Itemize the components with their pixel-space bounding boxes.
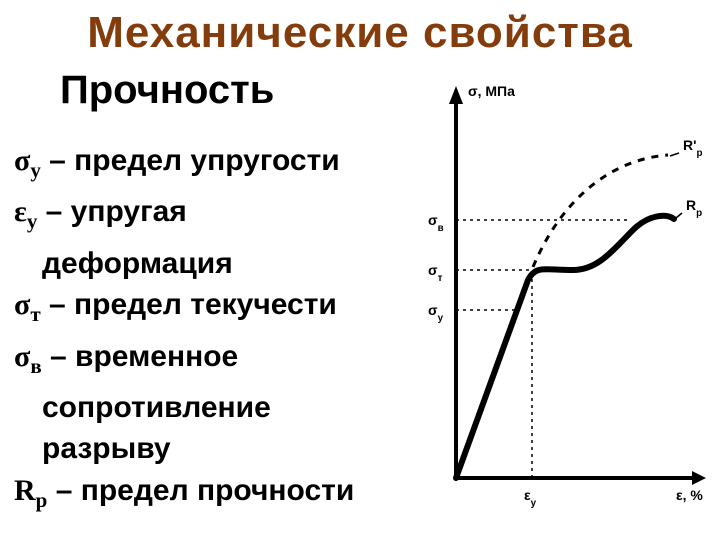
definition-line: σу – предел упругости	[14, 140, 414, 191]
definition-line: σт – предел текучести	[14, 284, 414, 335]
svg-text:Rр: Rр	[686, 197, 702, 219]
svg-text:R'р: R'р	[683, 137, 702, 159]
definition-line: Rр – предел прочности	[14, 470, 414, 521]
svg-text:ε, %: ε, %	[676, 487, 703, 503]
definition-line: разрыву	[14, 428, 414, 469]
definitions-block: σу – предел упругостиεу – упругаядеформа…	[14, 140, 414, 521]
svg-text:εу: εу	[524, 487, 537, 509]
definition-line: σв – временное	[14, 336, 414, 387]
svg-text:σт: σт	[428, 262, 443, 284]
definition-line: εу – упругая	[14, 191, 414, 242]
definition-line: деформация	[14, 243, 414, 284]
svg-text:σ, МПа: σ, МПа	[468, 83, 515, 99]
svg-text:σу: σу	[428, 302, 444, 324]
definition-line: сопротивление	[14, 387, 414, 428]
stress-strain-chart: σ, МПа ε, % σу σт σв εу R'р Rр	[408, 80, 708, 510]
svg-text:σв: σв	[428, 212, 444, 234]
page-title: Механические свойства	[0, 0, 720, 58]
